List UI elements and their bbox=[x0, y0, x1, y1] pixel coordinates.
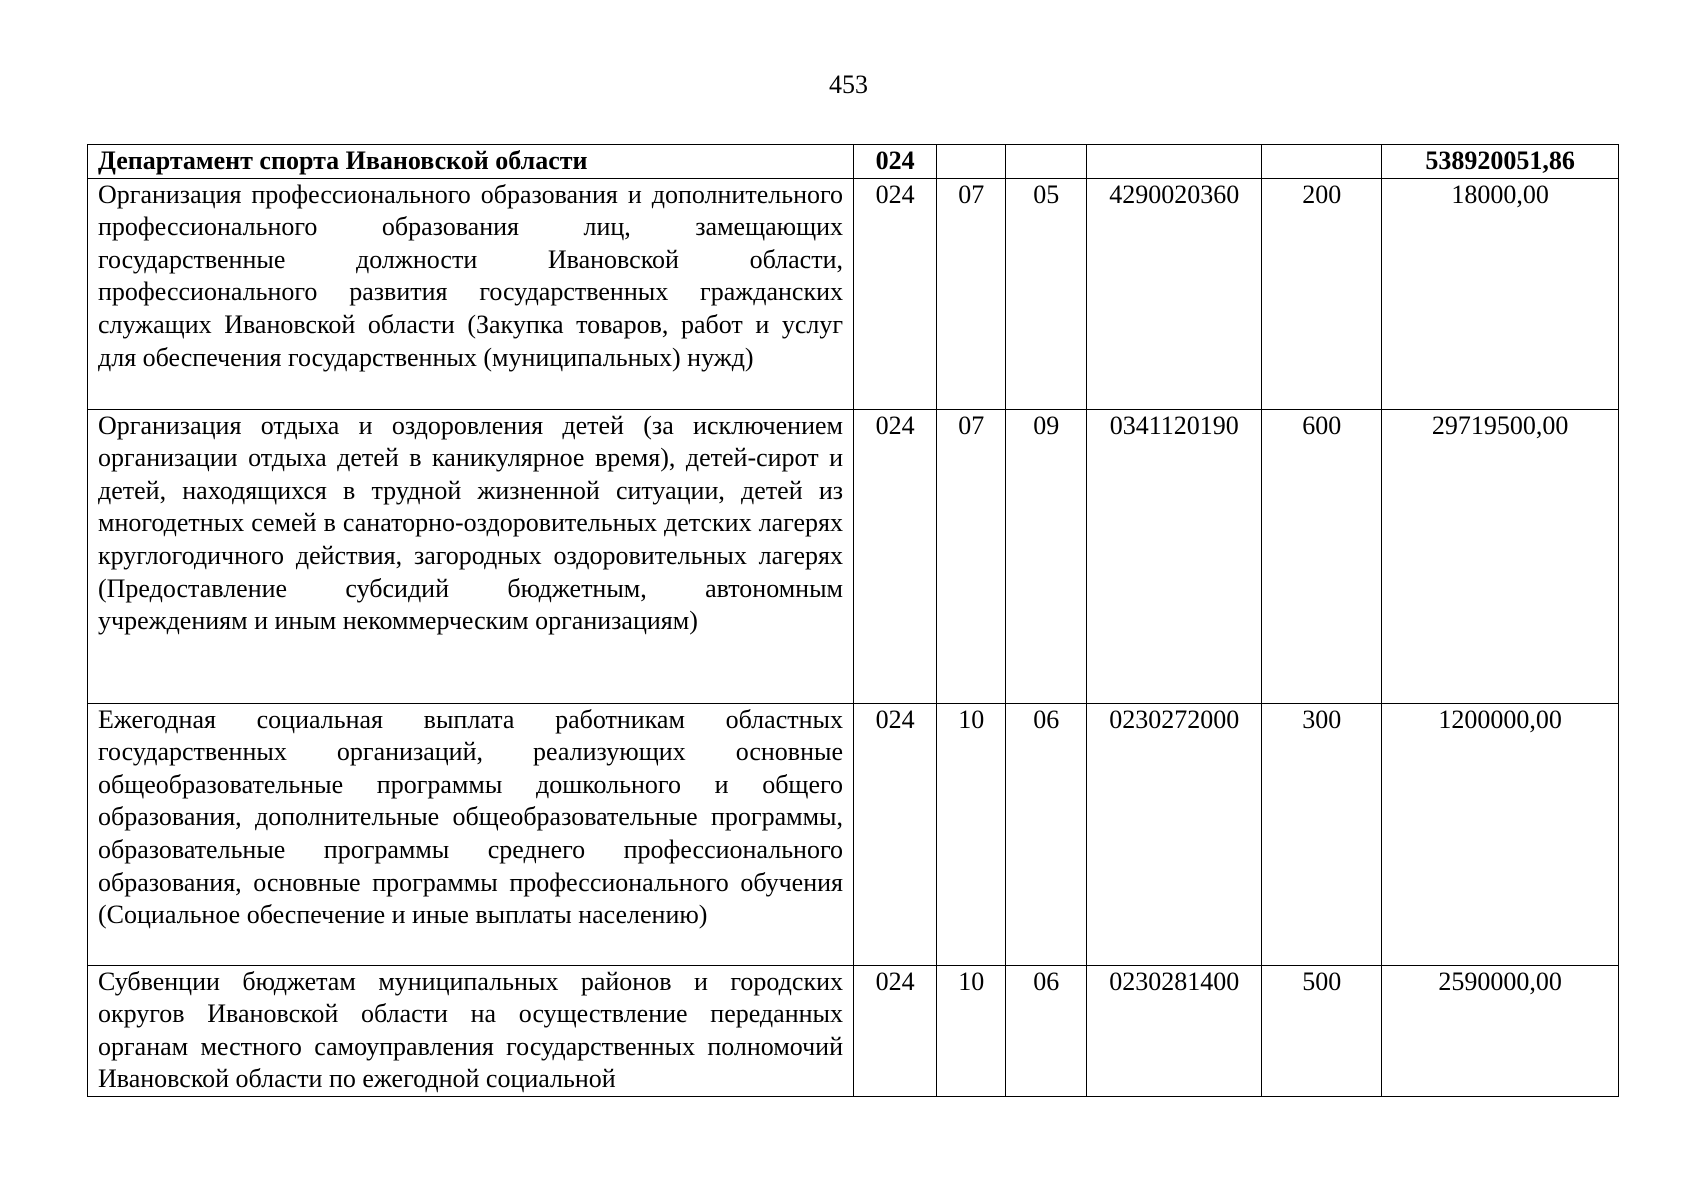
cell-ministry: 024 bbox=[852, 177, 938, 410]
table-row: Ежегодная социальная выплата работникам … bbox=[87, 702, 1619, 966]
table-row: Субвенции бюджетам муниципальных районов… bbox=[87, 964, 1619, 1097]
cell-target: 0341120190 bbox=[1086, 408, 1263, 704]
cell-section: 07 bbox=[936, 408, 1007, 704]
cell-ministry: 024 bbox=[852, 144, 938, 179]
cell-section: 10 bbox=[936, 702, 1007, 966]
table-row: Организация отдыха и оздоровления детей … bbox=[87, 408, 1619, 704]
cell-subsection: 06 bbox=[1005, 702, 1088, 966]
cell-subsection bbox=[1005, 144, 1088, 179]
cell-target: 0230272000 bbox=[1086, 702, 1263, 966]
cell-description: Департамент спорта Ивановской области bbox=[87, 144, 854, 179]
cell-ministry: 024 bbox=[852, 702, 938, 966]
cell-ministry: 024 bbox=[852, 964, 938, 1097]
cell-description: Организация отдыха и оздоровления детей … bbox=[87, 408, 854, 704]
cell-description: Организация профессионального образовани… bbox=[87, 177, 854, 410]
budget-table: Департамент спорта Ивановской области 02… bbox=[87, 144, 1619, 1097]
cell-amount: 29719500,00 bbox=[1381, 408, 1619, 704]
cell-amount: 2590000,00 bbox=[1381, 964, 1619, 1097]
cell-ministry: 024 bbox=[852, 408, 938, 704]
cell-subsection: 05 bbox=[1005, 177, 1088, 410]
table-row: Организация профессионального образовани… bbox=[87, 177, 1619, 410]
cell-description: Субвенции бюджетам муниципальных районов… bbox=[87, 964, 854, 1097]
cell-target bbox=[1086, 144, 1263, 179]
table-header-row: Департамент спорта Ивановской области 02… bbox=[87, 144, 1619, 179]
cell-amount: 538920051,86 bbox=[1381, 144, 1619, 179]
cell-subsection: 06 bbox=[1005, 964, 1088, 1097]
cell-section: 07 bbox=[936, 177, 1007, 410]
cell-amount: 1200000,00 bbox=[1381, 702, 1619, 966]
page-number: 453 bbox=[829, 70, 868, 99]
cell-expense-type: 600 bbox=[1261, 408, 1383, 704]
cell-section: 10 bbox=[936, 964, 1007, 1097]
cell-expense-type: 200 bbox=[1261, 177, 1383, 410]
cell-subsection: 09 bbox=[1005, 408, 1088, 704]
cell-expense-type bbox=[1261, 144, 1383, 179]
cell-expense-type: 300 bbox=[1261, 702, 1383, 966]
cell-section bbox=[936, 144, 1007, 179]
cell-expense-type: 500 bbox=[1261, 964, 1383, 1097]
cell-description: Ежегодная социальная выплата работникам … bbox=[87, 702, 854, 966]
cell-target: 0230281400 bbox=[1086, 964, 1263, 1097]
cell-amount: 18000,00 bbox=[1381, 177, 1619, 410]
cell-target: 4290020360 bbox=[1086, 177, 1263, 410]
